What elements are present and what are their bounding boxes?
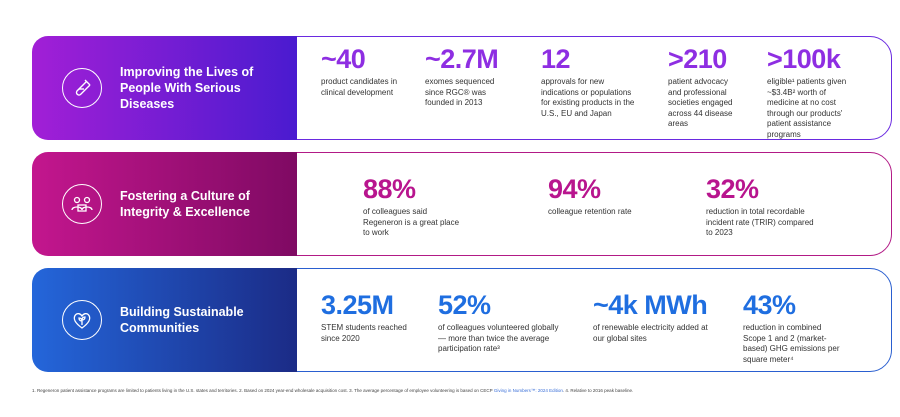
stat-value: 32% xyxy=(706,174,759,204)
pillar-panel: Fostering a Culture of Integrity & Excel… xyxy=(32,152,297,256)
stat: 3.25M STEM students reached since 2020 xyxy=(321,289,411,344)
stat-value: 88% xyxy=(363,174,416,204)
stat: >100k eligible¹ patients given ~$3.4B² wo… xyxy=(767,43,847,140)
stats-card: 88% of colleagues said Regeneron is a gre… xyxy=(272,152,892,256)
stat-desc: of colleagues volunteered globally — mor… xyxy=(438,323,559,353)
stats-card: 3.25M STEM students reached since 2020 52… xyxy=(272,268,892,372)
pillar-title: Fostering a Culture of Integrity & Excel… xyxy=(120,189,250,219)
stat: ~2.7M exomes sequenced since RGC® was fou… xyxy=(425,43,505,109)
stat-desc: product candidates in clinical developme… xyxy=(321,77,398,97)
stat-desc: of colleagues said Regeneron is a great … xyxy=(363,207,460,237)
stat: 12 approvals for new indications or popul… xyxy=(541,43,641,119)
pillar-title: Improving the Lives of People With Serio… xyxy=(120,65,254,111)
stat-value: 43% xyxy=(743,290,796,320)
stat: >210 patient advocacy and professional so… xyxy=(668,43,743,130)
footnote-text: 1. Regeneron patient assistance programs… xyxy=(32,388,494,393)
heart-leaf-icon xyxy=(62,300,102,340)
stat: 32% reduction in total recordable inciden… xyxy=(706,173,821,239)
stat-desc: approvals for new indications or populat… xyxy=(541,77,635,118)
stat-desc: exomes sequenced since RGC® was founded … xyxy=(425,77,495,107)
stat-value: >100k xyxy=(767,44,841,74)
stat: ~4k MWh of renewable electricity added at… xyxy=(593,289,713,344)
stat: 43% reduction in combined Scope 1 and 2 (… xyxy=(743,289,843,365)
footnote-text: . 4. Relative to 2016 peak baseline. xyxy=(562,388,634,393)
row-communities: 3.25M STEM students reached since 2020 52… xyxy=(32,268,892,372)
stat-desc: eligible¹ patients given ~$3.4B² worth o… xyxy=(767,77,847,139)
stat-value: 12 xyxy=(541,44,571,74)
pillar-panel: Improving the Lives of People With Serio… xyxy=(32,36,297,140)
stat-desc: reduction in combined Scope 1 and 2 (mar… xyxy=(743,323,840,364)
stat: 94% colleague retention rate xyxy=(548,173,668,218)
people-group-icon xyxy=(62,184,102,224)
stat-value: ~4k MWh xyxy=(593,290,708,320)
stat: 52% of colleagues volunteered globally — … xyxy=(438,289,568,355)
stat-desc: STEM students reached since 2020 xyxy=(321,323,407,343)
stat-desc: of renewable electricity added at our gl… xyxy=(593,323,708,343)
footnote: 1. Regeneron patient assistance programs… xyxy=(32,388,633,393)
giving-in-numbers-link[interactable]: Giving in Numbers™: 2024 Edition xyxy=(493,388,563,393)
stat-desc: reduction in total recordable incident r… xyxy=(706,207,814,237)
stat: 88% of colleagues said Regeneron is a gre… xyxy=(363,173,463,239)
pillar-title: Building Sustainable Communities xyxy=(120,305,244,335)
stat-value: >210 xyxy=(668,44,727,74)
stat-value: 94% xyxy=(548,174,601,204)
stat-value: ~2.7M xyxy=(425,44,499,74)
stat-value: 52% xyxy=(438,290,491,320)
row-serious-diseases: ~40 product candidates in clinical develo… xyxy=(32,36,892,140)
stat-desc: patient advocacy and professional societ… xyxy=(668,77,733,128)
stat-desc: colleague retention rate xyxy=(548,207,632,216)
stat-value: ~40 xyxy=(321,44,366,74)
stat: ~40 product candidates in clinical develo… xyxy=(321,43,411,98)
row-culture: 88% of colleagues said Regeneron is a gre… xyxy=(32,152,892,256)
stats-card: ~40 product candidates in clinical develo… xyxy=(272,36,892,140)
test-tube-icon xyxy=(62,68,102,108)
pillar-panel: Building Sustainable Communities xyxy=(32,268,297,372)
stat-value: 3.25M xyxy=(321,290,394,320)
